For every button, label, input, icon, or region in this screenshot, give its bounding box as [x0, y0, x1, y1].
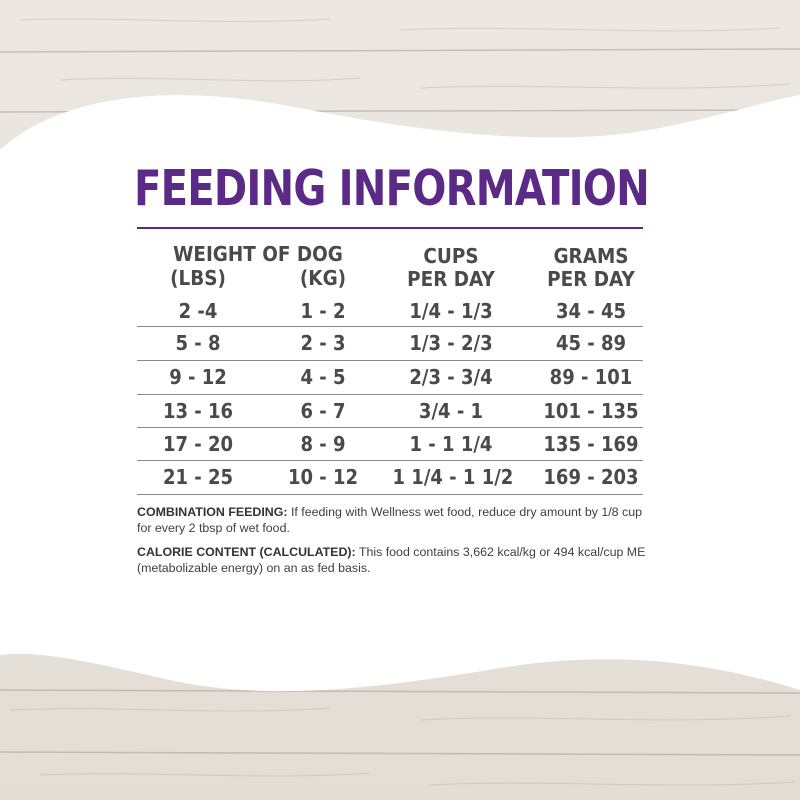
table-row: 17 - 20 8 - 9 1 - 1 1/4 135 - 169: [137, 429, 643, 459]
row-divider: [137, 326, 643, 327]
lbs-cell: 9 - 12: [169, 365, 227, 389]
grams-cell: 89 - 101: [549, 365, 633, 389]
calorie-content-text: This food contains 3,662 kcal/kg or 494 …: [137, 545, 646, 575]
header-cups-per-day: PER DAY: [407, 267, 495, 291]
lbs-cell: 21 - 25: [162, 465, 234, 489]
combination-feeding-label: COMBINATION FEEDING:: [137, 505, 288, 519]
table-row: 5 - 8 2 - 3 1/3 - 2/3 45 - 89: [137, 328, 643, 358]
lbs-cell: 5 - 8: [175, 331, 221, 355]
calorie-content-note: CALORIE CONTENT (CALCULATED): This food …: [137, 544, 657, 576]
header-grams-per-day: PER DAY: [547, 267, 635, 291]
page-title: FEEDING INFORMATION: [134, 160, 650, 217]
grams-cell: 135 - 169: [543, 432, 639, 456]
header-kg: (KG): [299, 266, 347, 290]
table-row: 9 - 12 4 - 5 2/3 - 3/4 89 - 101: [137, 362, 643, 392]
kg-cell: 1 - 2: [300, 299, 346, 323]
combination-feeding-note: COMBINATION FEEDING: If feeding with Wel…: [137, 504, 657, 536]
table-row: 13 - 16 6 - 7 3/4 - 1 101 - 135: [137, 396, 643, 426]
combination-feeding-text: If feeding with Wellness wet food, reduc…: [137, 505, 642, 535]
kg-cell: 4 - 5: [300, 365, 346, 389]
header-lbs: (LBS): [170, 266, 226, 290]
table-row: 21 - 25 10 - 12 1 1/4 - 1 1/2 169 - 203: [137, 462, 643, 492]
table-row: 2 -4 1 - 2 1/4 - 1/3 34 - 45: [137, 296, 643, 326]
grams-cell: 101 - 135: [543, 399, 639, 423]
lbs-cell: 17 - 20: [162, 432, 234, 456]
grams-cell: 34 - 45: [555, 299, 627, 323]
lbs-cell: 2 -4: [178, 299, 218, 323]
kg-cell: 2 - 3: [300, 331, 346, 355]
cups-cell: 1/4 - 1/3: [409, 299, 493, 323]
cups-cell: 2/3 - 3/4: [409, 365, 493, 389]
grams-cell: 169 - 203: [543, 465, 639, 489]
header-weight-of-dog: WEIGHT OF DOG: [173, 242, 343, 266]
cups-cell: 3/4 - 1: [418, 399, 484, 423]
header-grams: GRAMS: [553, 244, 629, 268]
row-divider: [137, 427, 643, 428]
cups-cell: 1 - 1 1/4: [409, 432, 493, 456]
title-underline: [137, 227, 643, 229]
kg-cell: 10 - 12: [287, 465, 359, 489]
lbs-cell: 13 - 16: [162, 399, 234, 423]
row-divider: [137, 460, 643, 461]
row-divider: [137, 360, 643, 361]
table-bottom-rule: [137, 494, 643, 495]
cups-cell: 1 1/4 - 1 1/2: [392, 465, 514, 489]
row-divider: [137, 394, 643, 395]
cups-cell: 1/3 - 2/3: [409, 331, 493, 355]
kg-cell: 6 - 7: [300, 399, 346, 423]
grams-cell: 45 - 89: [555, 331, 627, 355]
kg-cell: 8 - 9: [300, 432, 346, 456]
header-cups: CUPS: [423, 244, 479, 268]
calorie-content-label: CALORIE CONTENT (CALCULATED):: [137, 545, 356, 559]
